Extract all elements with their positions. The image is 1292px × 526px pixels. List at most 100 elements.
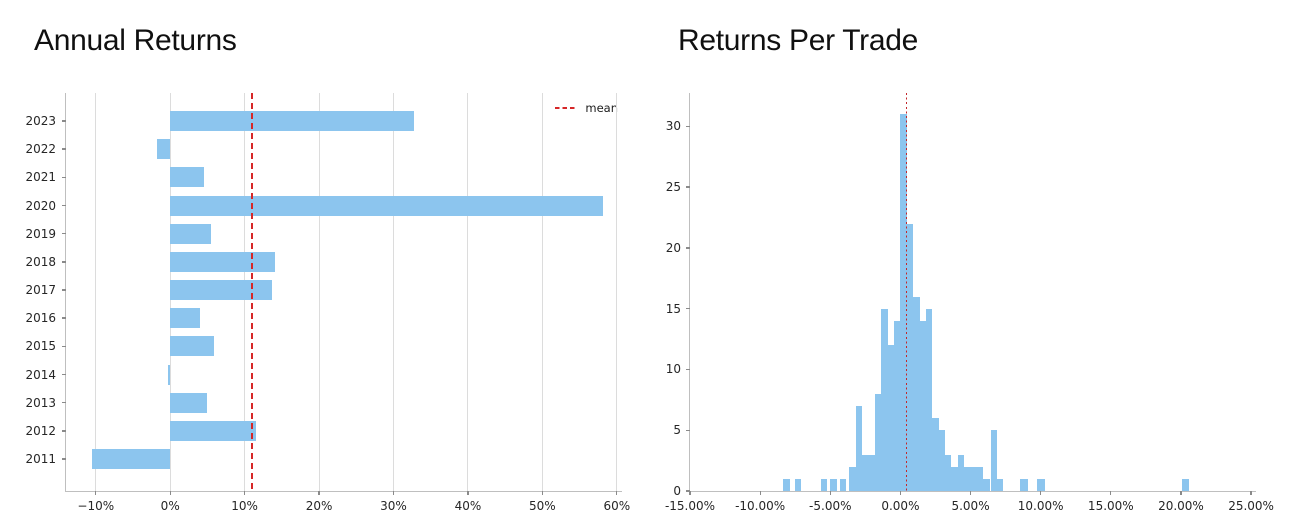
x-tick-mark (169, 491, 171, 495)
x-tick-mark (1040, 491, 1042, 495)
year-tick-mark (62, 261, 66, 263)
x-gridline (541, 93, 543, 491)
bar-2018 (170, 251, 276, 272)
y-tick-mark (686, 490, 690, 492)
hist-bin (900, 114, 907, 491)
x-tick-mark (1110, 491, 1112, 495)
year-label: 2021 (25, 170, 56, 185)
mean-line (251, 93, 253, 491)
year-label: 2018 (25, 254, 56, 269)
year-tick-mark (62, 402, 66, 404)
hist-bin (957, 454, 965, 491)
hist-bin (820, 478, 828, 491)
mean-dash-icon (555, 107, 577, 109)
year-tick-mark (62, 289, 66, 291)
year-label: 2011 (25, 452, 56, 467)
hist-bin (925, 308, 933, 491)
y-tick-mark (686, 429, 690, 431)
y-tick-mark (686, 186, 690, 188)
hist-bin (862, 454, 869, 491)
x-tick-label: 0.00% (881, 499, 920, 513)
x-tick-mark (541, 491, 543, 495)
x-tick-mark (318, 491, 320, 495)
returns-per-trade-plot: -15.00% -10.00% -5.00% 0.00% 5.00% 10.00% 15.0… (665, 93, 1274, 513)
x-tick-mark (829, 491, 831, 495)
x-tick-mark (1180, 491, 1182, 495)
bar-2016 (170, 308, 200, 329)
hist-bin (868, 454, 875, 491)
bar-2020 (170, 195, 604, 216)
bar-2011 (92, 449, 171, 470)
year-tick-mark (62, 458, 66, 460)
bar-2012 (170, 420, 256, 441)
hist-bin (881, 308, 888, 491)
hist-bin (938, 430, 946, 491)
hist-bin (839, 478, 846, 491)
x-gridline (616, 93, 618, 491)
hist-bin (983, 478, 990, 491)
year-label: 2017 (25, 283, 56, 298)
mean-legend: mean (555, 101, 618, 115)
y-tick-mark (686, 247, 690, 249)
x-tick-label: -5.00% (809, 499, 852, 513)
y-tick-label: 5 (673, 423, 681, 438)
y-tick-label: 15 (665, 301, 681, 316)
y-tick-label: 25 (665, 180, 681, 195)
year-label: 2023 (25, 114, 56, 128)
x-tick-label: -10.00% (735, 499, 786, 513)
x-tick-label: 30% (380, 499, 407, 513)
hist-bin (830, 478, 837, 491)
mean-line (905, 93, 907, 491)
x-tick-mark (899, 491, 901, 495)
year-label: 2022 (25, 142, 56, 157)
bar-2019 (170, 223, 212, 244)
x-tick-label: 20.00% (1158, 499, 1204, 513)
x-tick-label: 20% (305, 499, 333, 513)
year-label: 2016 (25, 311, 56, 326)
bar-2021 (170, 167, 204, 188)
x-tick-mark (244, 491, 246, 495)
hist-bin (874, 393, 882, 491)
x-tick-label: -15.00% (664, 499, 716, 513)
y-tick-label: 10 (665, 362, 681, 377)
hist-bin (990, 430, 997, 491)
mean-legend-label: mean (585, 101, 618, 115)
hist-bin (996, 478, 1003, 491)
year-tick-mark (62, 345, 66, 348)
hist-bin (964, 466, 971, 491)
hist-bin (906, 223, 914, 491)
bar-2023 (170, 111, 415, 131)
x-gridline (467, 93, 469, 491)
x-gridline (318, 93, 320, 491)
year-tick-mark (62, 204, 66, 207)
x-tick-mark (969, 491, 972, 495)
x-tick-label: 40% (454, 499, 482, 513)
year-label: 2013 (25, 395, 56, 410)
x-tick-label: 25.00% (1228, 499, 1274, 513)
x-tick-label: 60% (603, 499, 631, 513)
x-tick-mark (616, 491, 618, 495)
x-tick-label: 10.00% (1017, 499, 1064, 513)
annual-returns-figure: Annual Returns mean −10% 0% 10% 20% 30% 40% 50… (25, 24, 630, 513)
annual-returns-plot: mean −10% 0% 10% 20% 30% 40% 50% 60% 2023 2022 202… (25, 93, 630, 513)
x-tick-mark (689, 491, 691, 495)
returns-per-trade-title: Returns Per Trade (678, 24, 919, 57)
hist-bin (976, 466, 984, 491)
year-tick-mark (62, 120, 66, 122)
hist-bin (945, 454, 952, 491)
hist-bin (1020, 478, 1029, 491)
year-tick-mark (62, 176, 66, 179)
year-label: 2019 (25, 226, 56, 241)
x-gridline (392, 93, 394, 491)
hist-bin (913, 296, 920, 491)
hist-bin (794, 478, 801, 491)
x-tick-label: −10% (77, 499, 115, 513)
y-tick-mark (686, 368, 690, 371)
year-tick-mark (62, 232, 66, 235)
hist-bin (932, 418, 939, 491)
hist-bin (849, 466, 856, 491)
annual-returns-title: Annual Returns (34, 24, 237, 57)
y-tick-mark (686, 125, 690, 128)
bar-2013 (170, 392, 208, 413)
